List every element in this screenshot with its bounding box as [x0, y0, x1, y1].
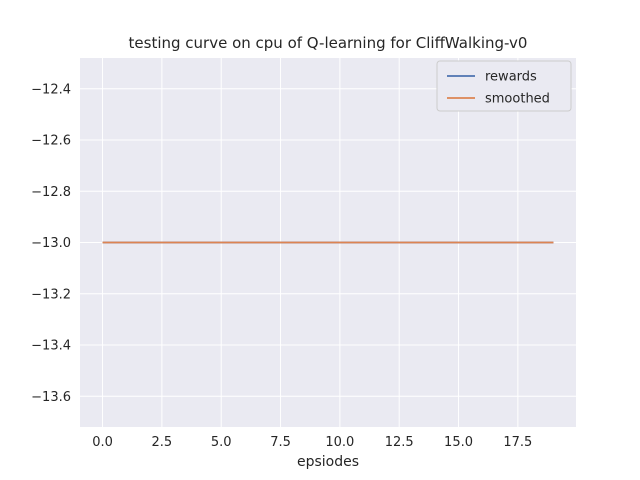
y-tick-label: −12.6	[31, 134, 71, 149]
x-tick-label: 12.5	[385, 435, 414, 450]
legend-label-smoothed: smoothed	[485, 92, 550, 107]
y-tick-label: −13.4	[31, 339, 71, 354]
legend: rewards smoothed	[436, 60, 572, 112]
y-tick-label: −12.4	[31, 82, 71, 97]
plot-root: 0.0 2.5 5.0 7.5 10.0 12.5 15.0 17.5 −12.4 −12.6 −1…	[31, 58, 576, 450]
x-tick-label: 7.5	[270, 435, 291, 450]
legend-label-rewards: rewards	[485, 70, 537, 85]
y-tick-label: −12.8	[31, 185, 71, 200]
x-tick-label: 10.0	[325, 435, 354, 450]
chart-title: testing curve on cpu of Q-learning for C…	[129, 34, 528, 52]
y-tick-label: −13.2	[31, 287, 71, 302]
x-tick-label: 17.5	[503, 435, 532, 450]
y-tick-label: −13.0	[31, 236, 71, 251]
x-tick-label: 2.5	[152, 435, 173, 450]
x-tick-label: 0.0	[92, 435, 113, 450]
x-tick-label: 5.0	[211, 435, 232, 450]
x-tick-label: 15.0	[444, 435, 473, 450]
y-tick-label: −13.6	[31, 390, 71, 405]
x-axis-label: epsiodes	[297, 454, 359, 470]
